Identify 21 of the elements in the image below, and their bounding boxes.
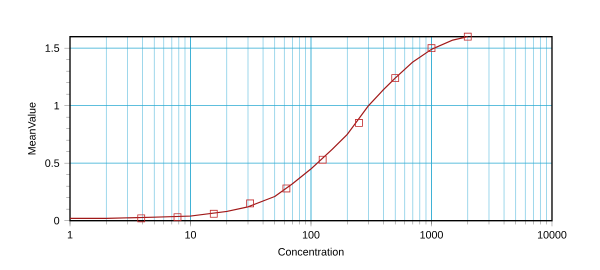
y-tick-label: 0.5 bbox=[45, 159, 60, 167]
x-tick-label: 1000 bbox=[420, 231, 443, 239]
x-axis-title: Concentration bbox=[278, 248, 344, 256]
point bbox=[246, 200, 254, 208]
y-tick-label: 1 bbox=[54, 102, 60, 110]
point bbox=[137, 214, 146, 222]
x-tick-label: 10 bbox=[185, 231, 196, 239]
point bbox=[174, 213, 182, 222]
point bbox=[282, 184, 290, 192]
point bbox=[391, 74, 400, 82]
y-tick-label: 1.5 bbox=[46, 44, 60, 52]
x-tick-label: 100 bbox=[302, 231, 320, 239]
point bbox=[355, 119, 363, 127]
point bbox=[428, 44, 436, 52]
point bbox=[318, 156, 327, 164]
x-tick-label: 1 bbox=[68, 231, 72, 238]
x-tick-label: 10000 bbox=[538, 231, 566, 239]
point bbox=[464, 32, 472, 41]
y-tick-label: 0 bbox=[54, 216, 60, 224]
y-axis-title: MeanValue bbox=[28, 102, 36, 154]
point bbox=[210, 210, 218, 218]
